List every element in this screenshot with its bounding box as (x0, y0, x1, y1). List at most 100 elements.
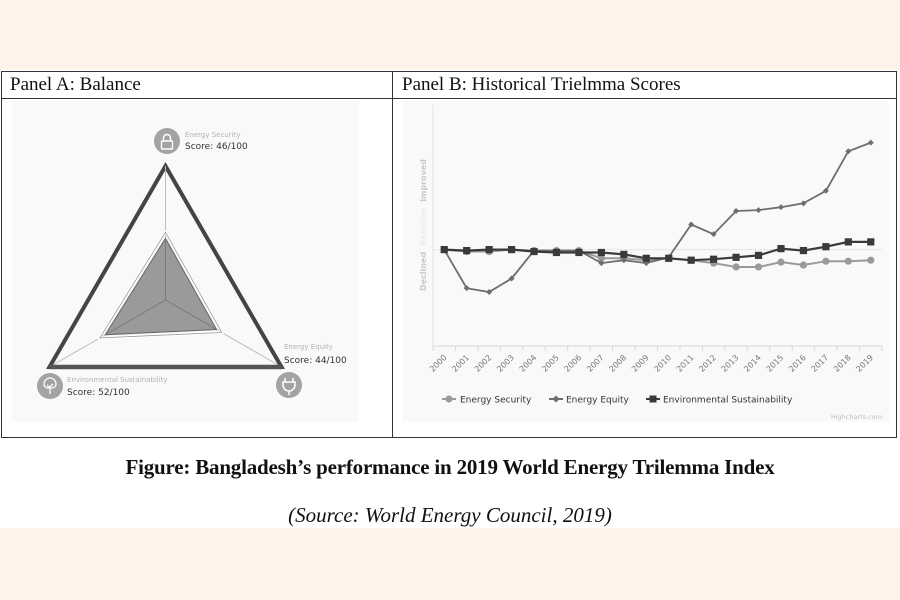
x-tick-label: 2001 (450, 353, 471, 374)
security-axis-name: Energy Security (185, 131, 240, 139)
data-point-2018[interactable] (844, 257, 852, 265)
sustainability-score: Score: 52/100 (67, 388, 130, 398)
radar-inner-spoke (104, 299, 166, 336)
y-label-baseline: Baseline (419, 207, 428, 246)
figure-caption: Figure: Bangladesh’s performance in 2019… (125, 455, 775, 479)
x-tick-label: 2008 (607, 353, 628, 374)
data-point-2016[interactable] (799, 246, 808, 255)
data-point-2003[interactable] (508, 275, 515, 282)
data-point-2011[interactable] (688, 221, 695, 228)
data-point-2015[interactable] (777, 258, 785, 266)
data-point-2013[interactable] (732, 263, 740, 271)
legend-item-energy-security[interactable]: Energy Security (442, 395, 532, 406)
x-tick-label: 2006 (563, 353, 584, 374)
x-tick-label: 2018 (832, 353, 853, 374)
panel-b-title: Panel B: Historical Trielmma Scores (402, 74, 681, 95)
data-point-2019[interactable] (867, 238, 875, 246)
x-tick-label: 2003 (495, 353, 516, 374)
x-tick-label: 2012 (697, 353, 718, 374)
x-tick-label: 2013 (720, 353, 741, 374)
lock-icon-shackle (162, 133, 172, 141)
data-point-2001[interactable] (463, 285, 470, 292)
data-point-2003[interactable] (507, 246, 516, 254)
data-point-2014[interactable] (754, 263, 763, 271)
x-tick-label: 2016 (787, 353, 808, 374)
equity-score: Score: 44/100 (284, 356, 347, 366)
data-point-2011[interactable] (687, 256, 695, 264)
legend-item-energy-equity[interactable]: Energy Equity (549, 395, 630, 406)
data-point-2013[interactable] (733, 208, 740, 215)
data-point-2010[interactable] (665, 254, 673, 262)
legend: Energy Security Energy Equity Environmen… (442, 395, 793, 406)
legend-label: Environmental Sustainability (663, 396, 793, 406)
data-point-2007[interactable] (597, 248, 605, 257)
legend-diamond-marker (552, 395, 560, 403)
x-tick-label: 2002 (473, 353, 494, 374)
series-line (443, 141, 872, 293)
data-point-2016[interactable] (799, 261, 808, 269)
series-environmental-sustainability (440, 238, 875, 264)
x-axis-ticks (432, 346, 883, 351)
data-point-2002[interactable] (485, 246, 493, 254)
data-point-2009[interactable] (642, 254, 650, 262)
radar-reference-outline-edge (99, 231, 223, 339)
data-point-2001[interactable] (463, 246, 471, 255)
data-point-2015[interactable] (777, 204, 784, 211)
series-energy-equity (441, 139, 874, 296)
legend-label: Energy Security (460, 396, 532, 406)
sustainability-axis-name: Environmental Sustainability (67, 376, 168, 384)
data-point-2008[interactable] (620, 257, 627, 264)
x-tick-label: 2004 (518, 353, 539, 374)
sustainability-marker: Environmental Sustainability Score: 52/1… (37, 373, 168, 399)
data-point-2006[interactable] (575, 248, 583, 257)
series-layer (440, 139, 875, 296)
data-point-2018[interactable] (845, 148, 852, 155)
data-point-2007[interactable] (597, 254, 605, 262)
plug-icon-glyph (282, 378, 296, 395)
data-point-2012[interactable] (710, 231, 717, 238)
legend-label: Energy Equity (566, 396, 630, 406)
x-tick-label: 2014 (742, 353, 763, 374)
highcharts-credit[interactable]: Highcharts.com (831, 413, 882, 421)
x-tick-label: 2010 (652, 353, 673, 374)
x-tick-label: 2007 (585, 353, 606, 374)
security-marker: Energy Security Score: 46/100 (154, 128, 248, 154)
data-point-2017[interactable] (822, 243, 830, 251)
data-point-2004[interactable] (530, 247, 538, 256)
x-axis-labels: 2000 2001 2002 2003 2004 2005 2006 2007 2008 2009… (428, 353, 875, 374)
x-tick-label: 2015 (765, 353, 786, 374)
data-point-2018[interactable] (844, 238, 852, 246)
data-point-2014[interactable] (755, 207, 762, 214)
panel-a-title: Panel A: Balance (10, 74, 141, 95)
data-point-2012[interactable] (710, 255, 718, 263)
data-point-2007[interactable] (598, 260, 605, 267)
data-point-2019[interactable] (867, 139, 874, 146)
data-point-2013[interactable] (732, 253, 740, 261)
legend-circle-marker (445, 395, 453, 403)
x-tick-label: 2019 (854, 353, 875, 374)
data-point-2017[interactable] (822, 257, 830, 265)
x-tick-label: 2000 (428, 353, 449, 374)
data-point-2015[interactable] (777, 245, 785, 253)
data-point-2017[interactable] (822, 187, 829, 194)
security-score: Score: 46/100 (185, 142, 248, 152)
legend-square-marker (649, 395, 657, 403)
data-point-2002[interactable] (486, 289, 493, 296)
figure-table (1, 71, 897, 438)
data-point-2000[interactable] (440, 246, 448, 254)
data-point-2005[interactable] (552, 248, 561, 257)
data-point-2016[interactable] (800, 200, 807, 207)
series-line (444, 240, 871, 262)
figure-source: (Source: World Energy Council, 2019) (288, 503, 612, 527)
tree-icon-glyph (43, 377, 57, 394)
data-point-2014[interactable] (754, 251, 763, 259)
x-tick-label: 2005 (540, 353, 561, 374)
plug-icon (276, 372, 302, 398)
x-tick-label: 2011 (675, 353, 696, 374)
data-point-2008[interactable] (620, 250, 628, 259)
legend-item-environmental-sustainability[interactable]: Environmental Sustainability (646, 395, 793, 406)
data-point-2019[interactable] (867, 256, 875, 264)
x-tick-label: 2017 (810, 353, 831, 374)
